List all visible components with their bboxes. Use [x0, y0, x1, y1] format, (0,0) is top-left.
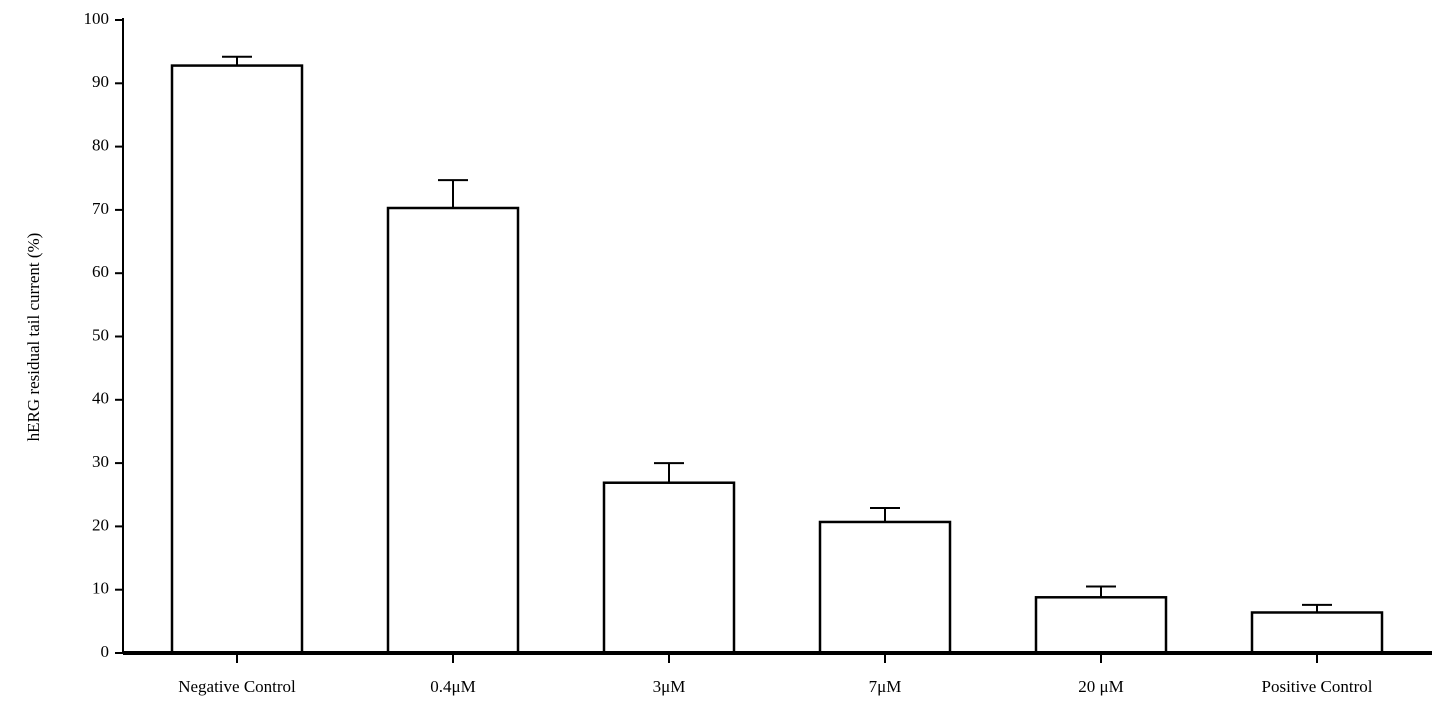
y-tick-label: 90	[92, 72, 109, 91]
y-tick-label: 100	[84, 9, 110, 28]
y-tick-label: 60	[92, 262, 109, 281]
y-tick-label: 0	[101, 642, 110, 661]
y-axis-label: hERG residual tail current (%)	[24, 233, 43, 442]
x-tick-label: 7μM	[869, 677, 902, 696]
bar	[1250, 611, 1384, 655]
y-tick-label: 30	[92, 452, 109, 471]
x-tick-label: Positive Control	[1262, 677, 1373, 696]
bar	[170, 64, 304, 655]
y-tick-label: 10	[92, 579, 109, 598]
x-tick-label: 20 μM	[1078, 677, 1123, 696]
bar	[386, 206, 520, 655]
y-tick-label: 20	[92, 515, 109, 534]
y-tick-label: 80	[92, 136, 109, 155]
y-tick-label: 40	[92, 389, 109, 408]
x-tick-label: 3μM	[653, 677, 686, 696]
y-tick-label: 70	[92, 199, 109, 218]
x-tick-label: 0.4μM	[430, 677, 475, 696]
bar	[818, 520, 952, 655]
x-tick-label: Negative Control	[178, 677, 296, 696]
bar	[1034, 596, 1168, 655]
bar	[602, 481, 736, 655]
y-tick-label: 50	[92, 325, 109, 344]
